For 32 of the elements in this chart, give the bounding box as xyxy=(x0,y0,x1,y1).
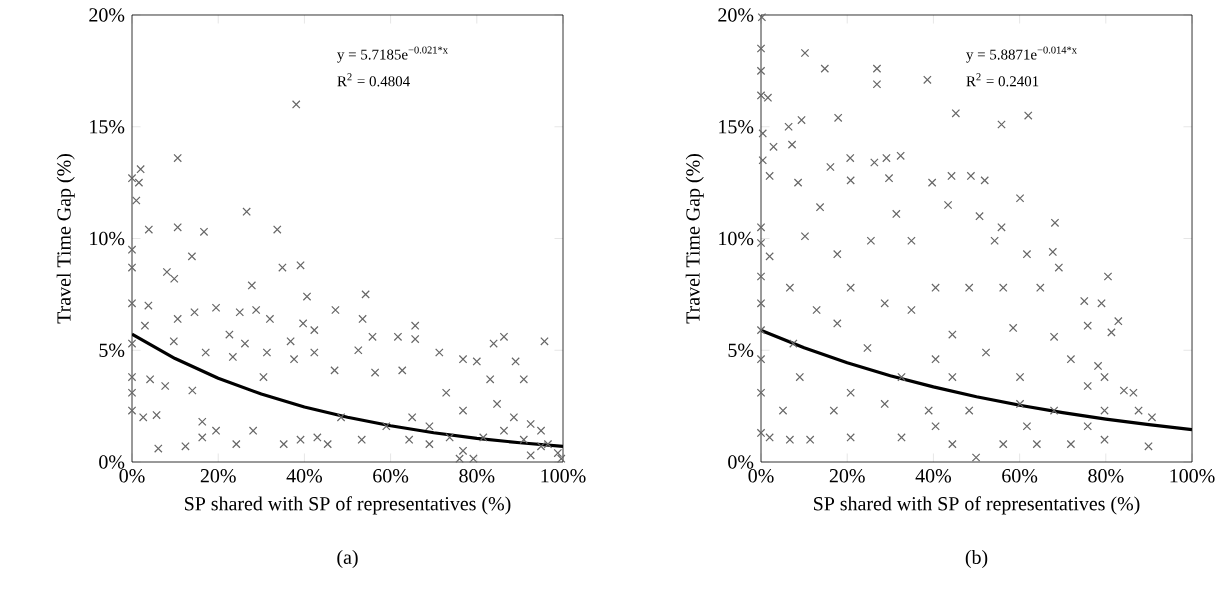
text: (b) xyxy=(965,549,988,569)
x-tick-label: 80% xyxy=(459,469,495,483)
annotation: R$^{2}$ = 0.2401 xyxy=(966,73,1039,87)
x-tick-label: 100% xyxy=(541,469,586,483)
y-tick-label: 20% xyxy=(718,8,754,22)
annotation: R$^{2}$ = 0.4804 xyxy=(337,73,410,87)
x-tick-label: 0% xyxy=(119,469,145,483)
y-tick-label: 5% xyxy=(99,343,125,357)
x-tick-label: 60% xyxy=(373,469,409,483)
x-tick-label: 80% xyxy=(1088,469,1124,483)
y-tick-label: 5% xyxy=(728,343,754,357)
x-tick-label: 100% xyxy=(1170,469,1215,483)
annotation: y = 5.8871e$^{−0.014*x}$ xyxy=(966,46,1077,63)
x-tick-label: 20% xyxy=(200,469,236,483)
x-axis-title: SP shared with SP of representatives (%) xyxy=(185,496,511,515)
y-tick-label: 0% xyxy=(99,455,125,469)
y-axis-title: Travel Time Gap (%) xyxy=(56,154,75,324)
x-tick-label: 40% xyxy=(286,469,322,483)
y-tick-label: 15% xyxy=(719,119,754,134)
text: (a) xyxy=(337,549,358,569)
x-tick-label: 0% xyxy=(748,469,774,483)
x-tick-label: 20% xyxy=(829,469,865,483)
y-axis-title: Travel Time Gap (%) xyxy=(685,154,704,324)
y-tick-label: 0% xyxy=(728,455,754,469)
x-tick-label: 40% xyxy=(915,469,952,483)
y-tick-label: 10% xyxy=(719,231,754,246)
y-tick-label: 15% xyxy=(90,119,125,134)
x-axis-title: SP shared with SP of representatives (%) xyxy=(814,496,1140,515)
x-tick-label: 60% xyxy=(1002,469,1038,483)
annotation: y = 5.7185e$^{−0.021*x}$ xyxy=(337,46,448,63)
y-tick-label: 20% xyxy=(89,8,125,22)
y-tick-label: 10% xyxy=(90,231,125,246)
